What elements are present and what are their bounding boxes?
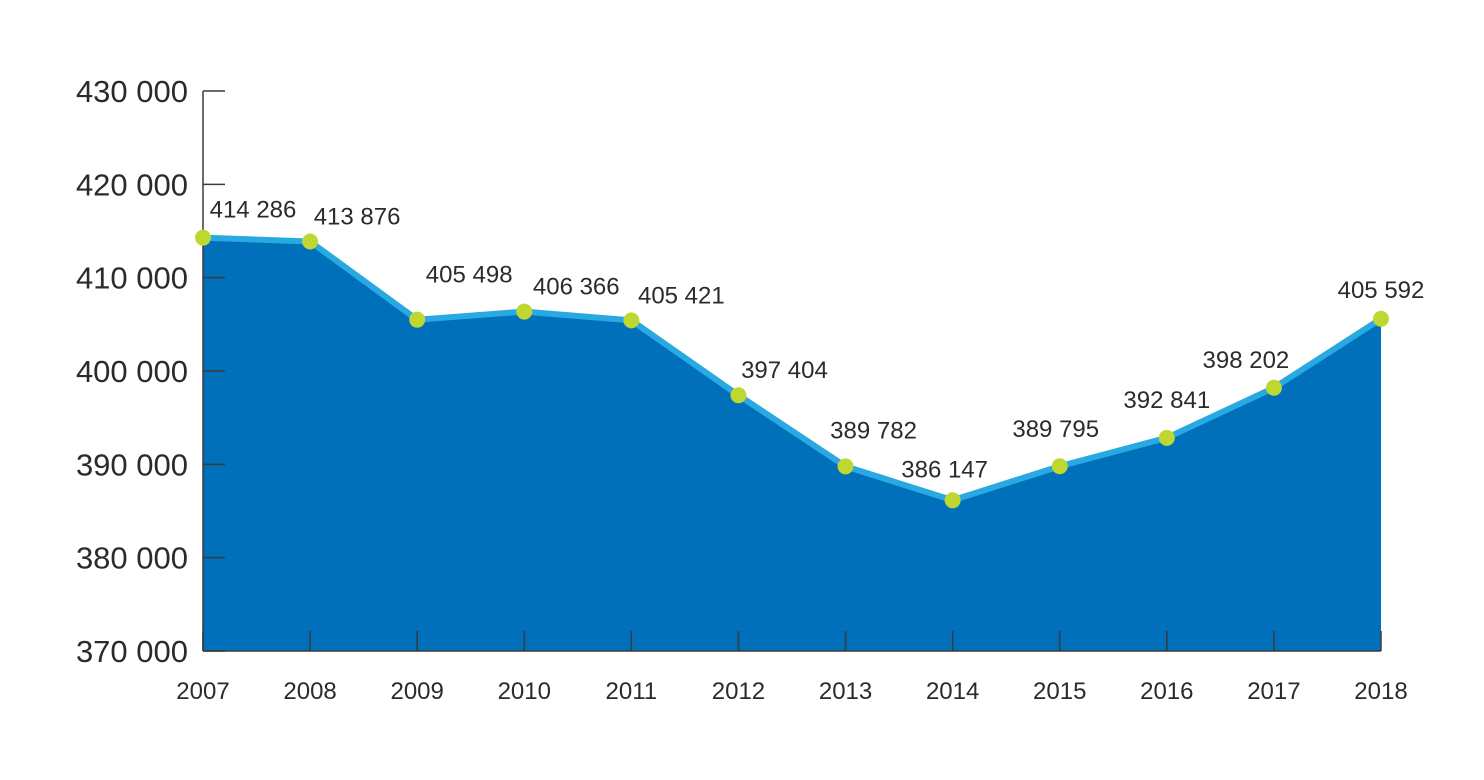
y-tick-label: 390 000 bbox=[76, 447, 188, 482]
data-point bbox=[516, 303, 533, 320]
data-point bbox=[1158, 429, 1175, 446]
x-tick-label: 2011 bbox=[606, 678, 658, 705]
x-tick-label: 2013 bbox=[819, 678, 872, 705]
data-labels: 414 286 413 876 405 498 406 366 405 421 397 4… bbox=[210, 197, 1425, 484]
x-tick-label: 2014 bbox=[926, 678, 979, 705]
data-label: 413 876 bbox=[314, 203, 401, 230]
y-tick-label: 380 000 bbox=[76, 541, 188, 576]
y-tick-label: 370 000 bbox=[76, 634, 188, 669]
series-line-layer bbox=[202, 234, 1383, 504]
area-fill bbox=[203, 237, 1381, 651]
data-label: 414 286 bbox=[210, 197, 297, 224]
data-point bbox=[1373, 310, 1389, 327]
data-point bbox=[409, 311, 426, 328]
x-tick-labels: 2007 2008 2009 2010 2011 2012 2013 2014 2015 2016… bbox=[176, 678, 1407, 705]
y-tick-label: 410 000 bbox=[76, 261, 188, 296]
area-layer bbox=[203, 237, 1381, 651]
x-tick-label: 2018 bbox=[1354, 678, 1407, 705]
x-tick-label: 2016 bbox=[1140, 678, 1193, 705]
data-label: 389 782 bbox=[830, 417, 917, 444]
y-tick-label: 430 000 bbox=[76, 74, 188, 109]
x-tick-label: 2012 bbox=[712, 678, 765, 705]
x-tick-label: 2008 bbox=[283, 678, 336, 705]
y-tick-labels: 370 000 380 000 390 000 400 000 410 000 420 0… bbox=[76, 74, 188, 669]
data-point bbox=[944, 492, 961, 509]
data-label: 406 366 bbox=[533, 274, 620, 301]
axes bbox=[202, 90, 1382, 652]
data-label: 392 841 bbox=[1123, 387, 1210, 414]
data-point bbox=[730, 387, 747, 404]
x-tick-label: 2010 bbox=[498, 678, 551, 705]
data-label: 398 202 bbox=[1203, 347, 1290, 374]
data-label: 389 795 bbox=[1012, 416, 1099, 443]
data-label: 405 592 bbox=[1338, 277, 1425, 304]
y-tick-label: 400 000 bbox=[76, 354, 188, 389]
data-label: 386 147 bbox=[901, 456, 988, 483]
data-points bbox=[195, 229, 1389, 509]
x-tick-label: 2007 bbox=[176, 678, 229, 705]
data-point bbox=[623, 312, 640, 329]
series-line bbox=[202, 234, 1383, 504]
data-point bbox=[1265, 379, 1282, 396]
data-label: 397 404 bbox=[741, 357, 828, 384]
data-point bbox=[195, 229, 211, 246]
data-label: 405 498 bbox=[426, 262, 513, 289]
data-point bbox=[302, 233, 319, 250]
data-point bbox=[1051, 458, 1068, 475]
x-tick-label: 2017 bbox=[1247, 678, 1300, 705]
x-tick-label: 2009 bbox=[390, 678, 443, 705]
data-label: 405 421 bbox=[638, 282, 725, 309]
x-tick-label: 2015 bbox=[1033, 678, 1086, 705]
data-point bbox=[837, 458, 854, 475]
y-tick-label: 420 000 bbox=[76, 167, 188, 202]
